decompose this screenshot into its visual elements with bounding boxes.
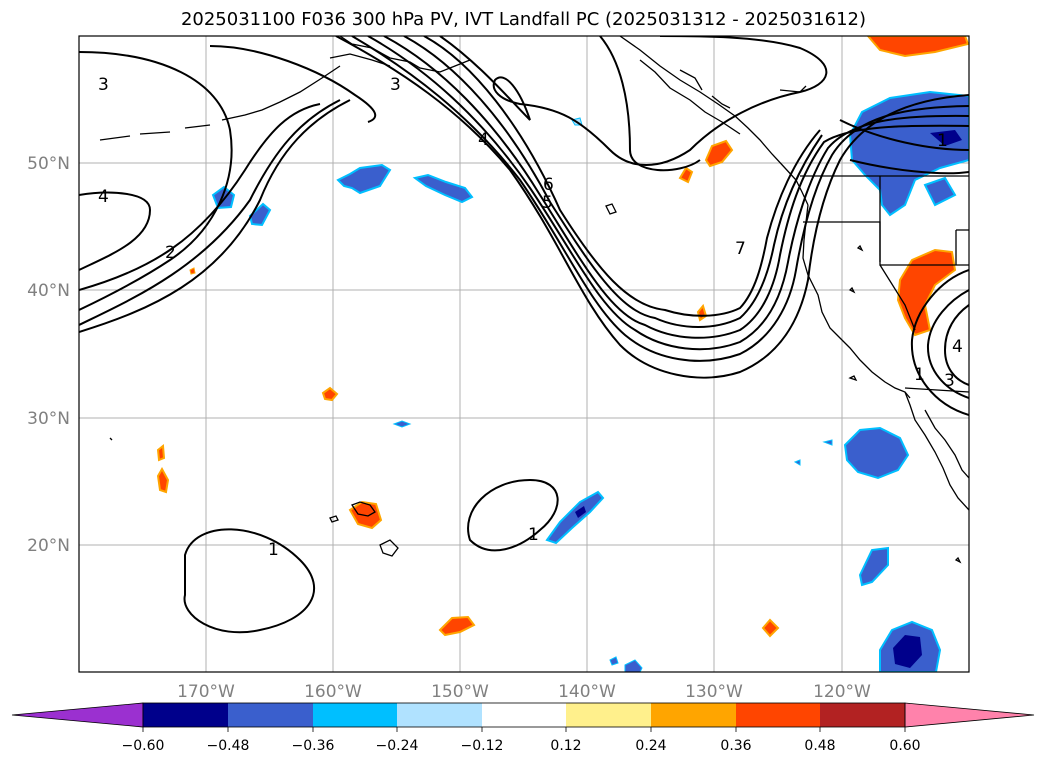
colorbar-tick-label: 0.24: [635, 738, 666, 754]
colorbar-segment: [482, 703, 566, 727]
contour-label: 4: [478, 130, 489, 150]
colorbar-segment: [313, 703, 397, 727]
contour-label: 2: [165, 243, 176, 263]
colorbar-tick-label: −0.48: [207, 738, 250, 754]
contour-label: 4: [952, 337, 963, 357]
colorbar-tick-label: −0.60: [122, 738, 165, 754]
chart-title: 2025031100 F036 300 hPa PV, IVT Landfall…: [180, 9, 867, 30]
contour-label: 1: [937, 131, 948, 151]
lon-tick-label: 120°W: [813, 682, 871, 702]
colorbar: −0.60 −0.48 −0.36 −0.24 −0.12 0.12 0.24 …: [11, 702, 1035, 754]
contour-label: 7: [735, 239, 746, 259]
lon-tick-label: 140°W: [558, 682, 616, 702]
colorbar-extend-min: [11, 702, 144, 728]
map-background: [79, 36, 969, 672]
lat-tick-label: 20°N: [27, 536, 70, 556]
colorbar-tick-label: 0.12: [550, 738, 581, 754]
contour-label: 3: [98, 75, 109, 95]
colorbar-tick-label: −0.24: [376, 738, 419, 754]
colorbar-extend-max: [904, 702, 1035, 728]
contour-label: 5: [542, 193, 553, 213]
coastlines: [99, 36, 969, 564]
colorbar-tick-label: 0.48: [804, 738, 835, 754]
colorbar-segment: [736, 703, 820, 727]
contour-label: 4: [98, 187, 109, 207]
colorbar-tick-label: −0.12: [461, 738, 504, 754]
colorbar-tick-label: 0.36: [720, 738, 751, 754]
latitude-ticks: 50°N 40°N 30°N 20°N: [27, 154, 70, 556]
contour-label: 1: [914, 365, 925, 385]
colorbar-segment: [228, 703, 313, 727]
lat-tick-label: 50°N: [27, 154, 70, 174]
pv-contours: [79, 36, 969, 634]
lon-tick-label: 130°W: [685, 682, 743, 702]
contour-label: 3: [944, 371, 955, 391]
colorbar-tick-label: 0.60: [889, 738, 920, 754]
colorbar-segment: [566, 703, 651, 727]
lat-tick-label: 40°N: [27, 281, 70, 301]
contour-label: 1: [528, 525, 539, 545]
lon-tick-label: 170°W: [177, 682, 235, 702]
longitude-ticks: 170°W 160°W 150°W 140°W 130°W 120°W: [177, 682, 871, 702]
colorbar-tick-label: −0.36: [292, 738, 335, 754]
contour-label: 3: [390, 75, 401, 95]
lon-tick-label: 150°W: [431, 682, 489, 702]
colorbar-segment: [397, 703, 482, 727]
contour-label: 1: [268, 540, 279, 560]
gridlines: [79, 36, 969, 672]
map-frame: [78, 35, 970, 673]
lat-tick-label: 30°N: [27, 409, 70, 429]
contour-label: 6: [543, 175, 554, 195]
colorbar-segment: [651, 703, 736, 727]
colorbar-segment: [143, 703, 228, 727]
contour-labels: 3 4 2 3 4 5 6 7 1 1 1 1 3 4: [98, 75, 963, 560]
lon-tick-label: 160°W: [304, 682, 362, 702]
colorbar-segment: [820, 703, 905, 727]
